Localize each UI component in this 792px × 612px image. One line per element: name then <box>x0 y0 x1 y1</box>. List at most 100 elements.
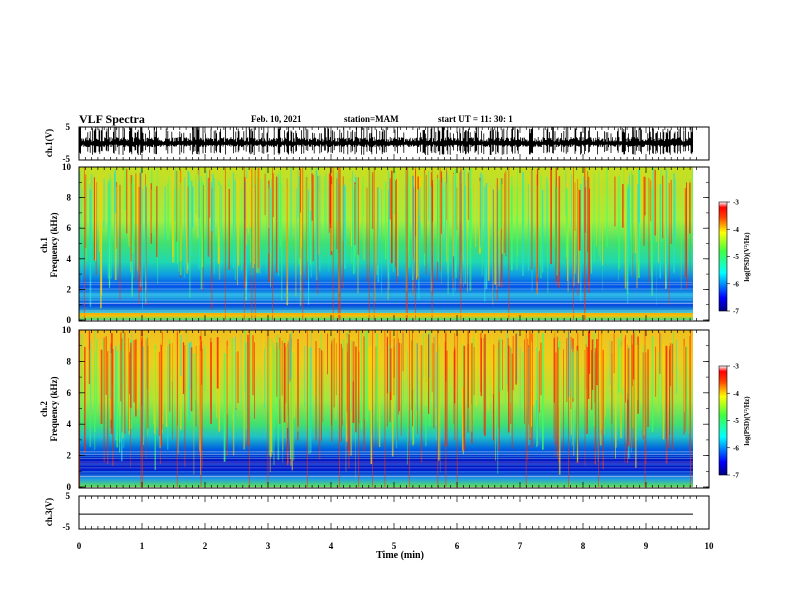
spectrogram-streak <box>615 349 617 448</box>
spectrogram-streak <box>299 184 302 307</box>
spectrogram-streak <box>631 344 633 387</box>
spectrogram-streak <box>231 338 234 421</box>
spectrogram-streak <box>523 180 525 234</box>
spectrogram-streak <box>584 349 586 467</box>
spectrogram-band-line <box>79 300 693 301</box>
ch2-colorbar-label: log(PSD)(V²/Hz) <box>743 396 751 446</box>
spectrogram-streak <box>174 168 176 221</box>
spectrogram-streak <box>138 186 140 304</box>
spectrogram-streak <box>411 340 413 411</box>
spectrogram-streak <box>630 334 632 453</box>
time-axis-tick-label: 1 <box>140 541 145 551</box>
spectrogram-streak <box>391 170 393 264</box>
spectrogram-streak <box>665 169 668 289</box>
spectrogram-streak <box>591 174 592 274</box>
spectrogram-streak <box>479 181 481 254</box>
spectrogram-streak <box>264 173 266 216</box>
spectrogram-streak <box>540 342 542 396</box>
spectrogram-streak <box>167 182 169 240</box>
spectrogram-streak <box>195 174 197 214</box>
spectrogram-streak <box>670 343 672 387</box>
spectrogram-streak <box>438 335 440 461</box>
spectrogram-streak <box>502 339 503 391</box>
spectrogram-streak <box>591 339 594 390</box>
spectrogram-band-line <box>79 458 693 459</box>
spectrogram-streak <box>600 335 603 430</box>
spectrogram-streak <box>160 345 163 446</box>
spectrogram-band-line <box>79 461 693 463</box>
spectrogram-streak <box>516 186 518 270</box>
spectrogram-streak <box>642 352 644 440</box>
spectrogram-streak <box>594 348 596 465</box>
spectrogram-streak <box>587 176 590 286</box>
spectrogram-streak <box>268 180 270 283</box>
spectrogram-streak <box>467 172 470 220</box>
spectrogram-streak <box>529 330 531 440</box>
spectrogram-streak <box>505 170 507 257</box>
spectrogram-event <box>598 330 599 487</box>
spectrogram-streak <box>674 179 676 238</box>
spectrogram-streak <box>175 170 178 242</box>
spectrogram-streak <box>571 346 573 446</box>
spectrogram-streak <box>433 344 435 429</box>
spectrogram-streak <box>348 334 350 457</box>
spectrogram-streak <box>492 344 494 395</box>
spectrogram-streak <box>359 182 361 225</box>
spectrogram-streak <box>392 180 394 273</box>
spectrogram-streak <box>128 338 130 431</box>
spectrogram-streak <box>558 176 561 288</box>
spectrogram-streak <box>510 347 512 424</box>
colorbar-tick-label: -7 <box>733 308 739 316</box>
spectrogram-streak <box>260 179 261 275</box>
spectrogram-streak <box>498 342 499 428</box>
spectrogram-streak <box>138 178 140 274</box>
time-axis-tick-label: 9 <box>644 541 649 551</box>
spectrogram-streak <box>103 178 105 228</box>
spectrogram-streak <box>316 176 318 224</box>
spectrogram-streak <box>235 336 236 427</box>
spectrogram-streak <box>271 179 272 249</box>
spectrogram-streak <box>90 174 93 251</box>
spectrogram-streak <box>357 177 359 255</box>
spectrogram-streak <box>440 171 442 234</box>
spectrogram-streak <box>165 344 168 427</box>
spectrogram-streak <box>232 172 235 269</box>
spectrogram-streak <box>338 182 340 301</box>
spectrogram-streak <box>638 169 640 224</box>
spectrogram-streak <box>227 345 228 415</box>
spectrogram-streak <box>305 177 308 280</box>
ch1-ytick-top: 5 <box>66 122 71 132</box>
spectrogram-event <box>306 330 308 487</box>
frequency-tick-label: 8 <box>67 356 72 366</box>
spectrogram-streak <box>203 345 206 391</box>
spectrogram-streak <box>662 344 665 440</box>
spectrogram-streak <box>577 176 580 284</box>
spectrogram-streak <box>328 173 331 233</box>
spectrogram-streak <box>234 179 236 281</box>
spectrogram-streak <box>398 342 400 412</box>
spectrogram-streak <box>605 348 606 418</box>
spectrogram-streak <box>290 332 292 379</box>
spectrogram-streak <box>184 345 186 467</box>
spectrogram-streak <box>267 188 270 228</box>
spectrogram-streak <box>571 174 572 228</box>
spectrogram-streak <box>156 186 158 258</box>
spectrogram-streak <box>195 330 197 401</box>
spectrogram-streak <box>119 184 121 300</box>
spectrogram-streak <box>377 187 379 283</box>
spectrogram-streak <box>200 176 203 290</box>
spectrogram-band-line <box>79 463 693 465</box>
spectrogram-streak <box>306 175 308 262</box>
spectrogram-streak <box>665 178 667 289</box>
spectrogram-streak <box>265 341 267 411</box>
spectrogram-streak <box>156 352 158 429</box>
spectrogram-event <box>337 167 339 320</box>
spectrogram-streak <box>254 187 255 265</box>
spectrogram-streak <box>606 168 608 247</box>
ch2-spectrogram-yticks: 0 2 4 6 8 10 <box>62 325 709 492</box>
spectrogram-streak <box>130 342 132 409</box>
spectrogram-streak <box>462 176 464 288</box>
spectrogram-streak <box>289 334 291 382</box>
spectrogram-streak <box>190 347 193 412</box>
